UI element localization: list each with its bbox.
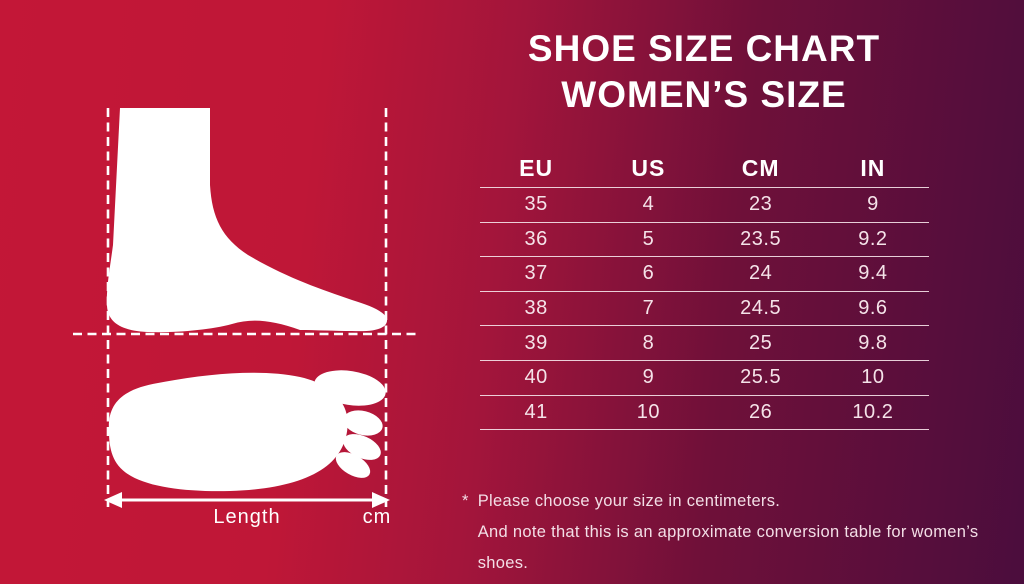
- page-title-line2: WOMEN’S SIZE: [561, 74, 847, 115]
- third-toe: [343, 434, 381, 460]
- col-header-cm: CM: [741, 155, 780, 181]
- length-arrowhead-left: [104, 492, 122, 508]
- size-cell: 23.5: [740, 227, 782, 250]
- footnote-text: Please choose your size in centimeters. …: [478, 486, 1022, 579]
- size-cell: 7: [642, 297, 655, 320]
- second-toe: [343, 410, 383, 436]
- size-conversion-table: EU US CM IN 35 4 23 9 36 5 23.5 9.2 37 6…: [480, 150, 929, 431]
- size-cell: 8: [642, 331, 655, 354]
- col-header-eu: EU: [519, 155, 554, 181]
- size-cell: 35: [524, 193, 548, 216]
- table-row: 36 5 23.5 9.2: [480, 223, 929, 258]
- size-cell: 37: [524, 262, 548, 285]
- table-row: 40 9 25.5 10: [480, 361, 929, 396]
- size-cell: 23: [749, 193, 773, 216]
- size-cell: 38: [524, 297, 548, 320]
- size-cell: 24: [749, 262, 773, 285]
- size-cell: 9.8: [858, 331, 888, 354]
- size-cell: 26: [749, 400, 773, 423]
- footnote-line1: Please choose your size in centimeters.: [477, 492, 781, 510]
- size-cell: 25.5: [740, 366, 782, 389]
- length-label: Length: [213, 506, 281, 528]
- footnote: * Please choose your size in centimeters…: [462, 486, 1022, 579]
- size-cell: 40: [524, 366, 548, 389]
- size-cell: 5: [642, 227, 655, 250]
- table-row: 39 8 25 9.8: [480, 326, 929, 361]
- size-cell: 9.6: [858, 297, 888, 320]
- table-row: 38 7 24.5 9.6: [480, 292, 929, 327]
- big-toe: [314, 370, 386, 406]
- size-cell: 10.2: [852, 400, 894, 423]
- size-cell: 10: [636, 400, 660, 423]
- size-cell: 41: [524, 400, 548, 423]
- page-title-line1: SHOE SIZE CHART: [527, 28, 881, 69]
- size-cell: 24.5: [740, 297, 782, 320]
- footprint-silhouette: [108, 372, 348, 492]
- table-row: 35 4 23 9: [480, 188, 929, 223]
- col-header-in: IN: [860, 155, 886, 181]
- size-cell: 6: [642, 262, 655, 285]
- size-cell: 9.2: [858, 227, 888, 250]
- footnote-line2: And note that this is an approximate con…: [477, 523, 979, 572]
- size-cell: 36: [524, 227, 548, 250]
- col-header-us: US: [631, 155, 666, 181]
- size-cell: 9: [642, 366, 655, 389]
- size-cell: 39: [524, 331, 548, 354]
- side-foot-silhouette: [106, 108, 388, 333]
- footnote-asterisk: *: [462, 492, 469, 510]
- size-cell: 4: [642, 193, 655, 216]
- table-row: 41 10 26 10.2: [480, 396, 929, 431]
- size-cell: 9: [867, 193, 879, 216]
- size-cell: 25: [749, 331, 773, 354]
- size-cell: 10: [861, 366, 885, 389]
- table-row: 37 6 24 9.4: [480, 257, 929, 292]
- size-cell: 9.4: [858, 262, 888, 285]
- fourth-toe: [335, 452, 371, 478]
- cm-unit-label: cm: [362, 506, 392, 528]
- page-title: SHOE SIZE CHART WOMEN’S SIZE: [478, 26, 930, 118]
- table-header-row: EU US CM IN: [480, 150, 929, 188]
